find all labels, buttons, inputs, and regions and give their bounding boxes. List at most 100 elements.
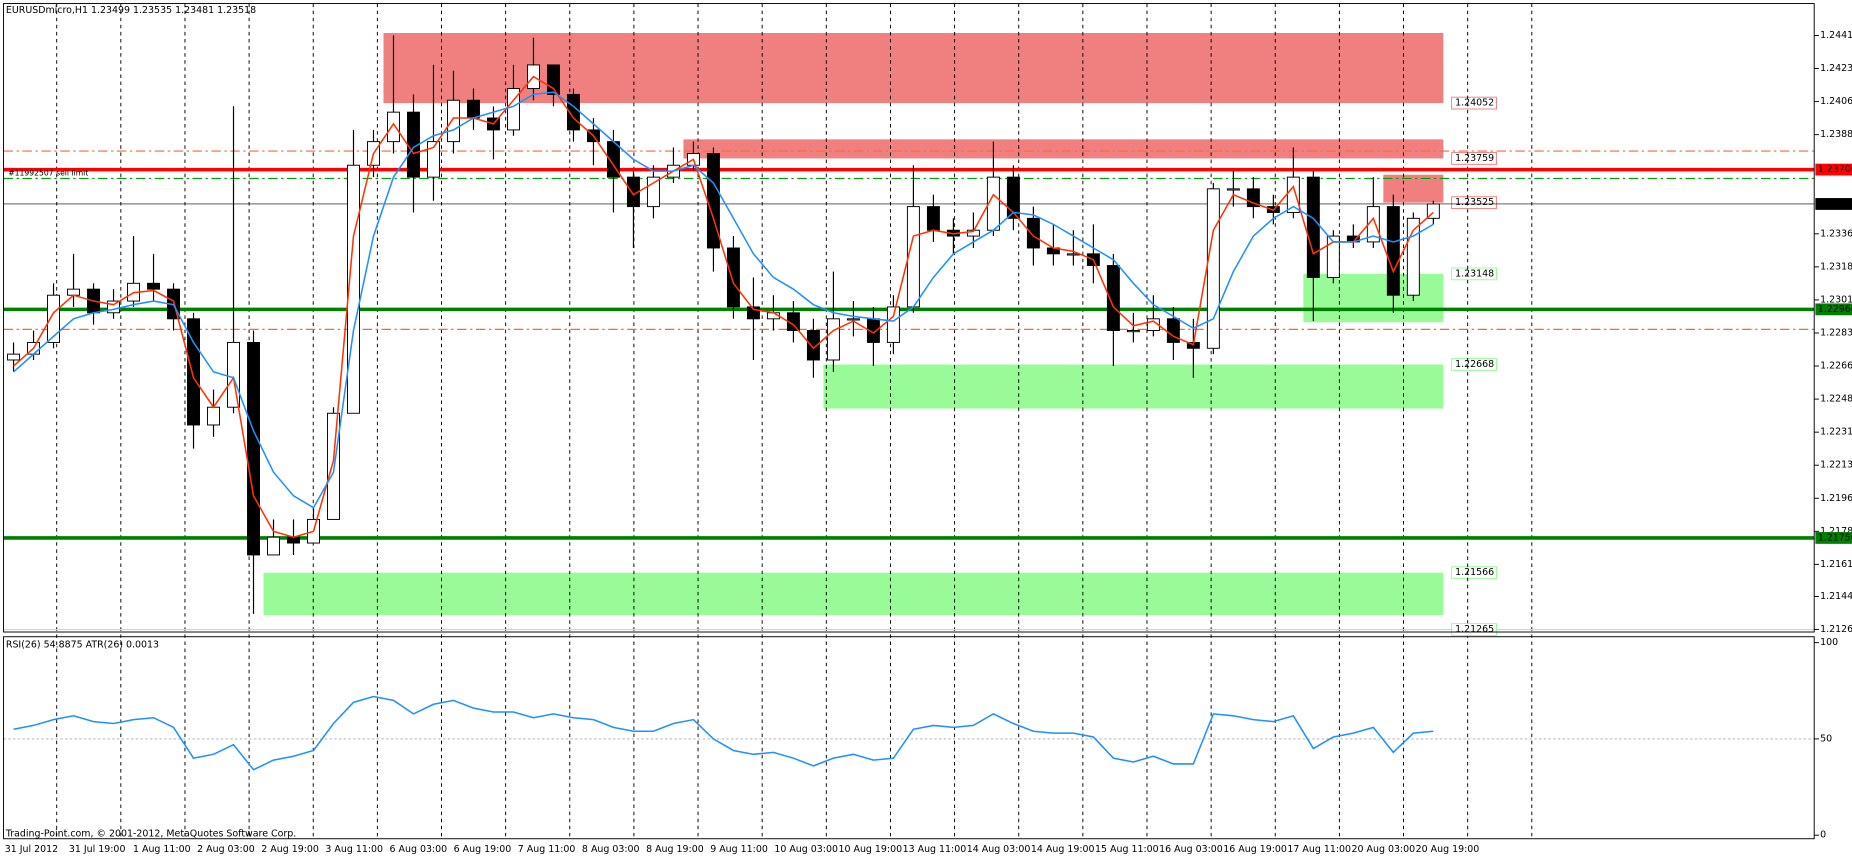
candle-body [1226,188,1240,191]
level-axis-label: 1.22960 [1818,304,1852,315]
zone [683,139,1444,159]
series-line [13,695,1434,771]
main-frame [3,3,1815,633]
candle-body [646,176,660,208]
x-tick-label: 10 Aug 19:00 [838,844,902,855]
zone-label-box [1451,566,1497,580]
candle-body [746,306,760,320]
x-tick-label: 8 Aug 19:00 [646,844,704,855]
candle-body [506,88,520,131]
x-tick-label: 20 Aug 19:00 [1416,844,1480,855]
candle-body [1386,206,1400,296]
x-tick-label: 7 Aug 11:00 [518,844,576,855]
zone-label-box [1451,267,1497,281]
time-grid [56,3,1533,839]
order-label: #11992507 sell limit [8,169,88,178]
y-tick-label: 1.24235 [1820,63,1852,74]
candle-body [806,330,820,361]
x-tick-label: 10 Aug 03:00 [774,844,838,855]
zones: 1.24052 1.23759 1.23525 1.23148 1.22668 1.215… [263,33,1497,616]
zone-label: 1.23759 [1455,153,1494,164]
candle-body [227,341,240,408]
candle-body [187,318,200,426]
y-tick-label: 1.21265 [1820,624,1852,635]
x-tick-label: 31 Jul 19:00 [69,844,126,855]
y-tick-label: 1.22135 [1820,460,1852,471]
candle-body [886,306,900,343]
y-tick-label: 100 [1820,637,1838,648]
candle-body [327,412,340,520]
x-tick-label: 2 Aug 03:00 [197,844,255,855]
x-tick-label: 31 Jul 2012 [5,844,58,855]
zone-label: 1.22668 [1455,359,1494,370]
candle-body [47,294,61,343]
candle-body [447,99,460,143]
candle-body [1426,203,1440,219]
x-tick-label: 16 Aug 19:00 [1223,844,1287,855]
level-label-box [1451,623,1497,636]
y-tick-label: 1.21960 [1820,493,1852,504]
level-axis-box [1815,532,1852,544]
candle-body [1026,217,1040,249]
x-tick-label: 15 Aug 11:00 [1095,844,1159,855]
candle-body [1126,330,1140,333]
y-tick-label: 1.21610 [1820,559,1852,570]
copyright: Trading-Point.com, © 2001-2012, MetaQuot… [5,829,296,840]
zone [1303,273,1444,323]
x-tick-label: 2 Aug 19:00 [261,844,319,855]
candle-body [1406,217,1420,296]
zone-label-box [1451,96,1497,110]
candle-body [1066,253,1080,256]
candle-body [207,406,220,426]
y-tick-label: 1.23885 [1820,129,1852,140]
level-axis-label: 1.23518 [1818,198,1852,209]
chart-title: EURUSDmicro,H1 1.23499 1.23535 1.23481 1… [6,5,256,16]
x-tick-label: 8 Aug 03:00 [582,844,640,855]
zone [383,33,1444,104]
candle-body [1146,318,1160,331]
y-tick-label: 1.22835 [1820,327,1852,338]
x-tick-label: 13 Aug 11:00 [903,844,967,855]
candle-body [467,99,480,119]
x-tick-label: 14 Aug 03:00 [967,844,1031,855]
zone [823,364,1444,409]
y-tick-label: 1.22660 [1820,361,1852,372]
candle-body [726,247,740,308]
candle-body [826,318,840,361]
series-line [13,91,1434,509]
candle-body [347,164,360,414]
axes: EURUSDmicro,H1 1.23499 1.23535 1.23481 1… [3,3,1852,855]
candle-body [1306,176,1320,278]
y-tick-label: 50 [1820,733,1832,744]
zone-label: 1.24052 [1455,98,1494,109]
candle-body [926,206,940,231]
candle-body [1166,318,1180,343]
level-axis-box [1815,303,1852,316]
candle-body [546,64,560,95]
candle-body [1206,188,1220,349]
candle-body [107,300,120,314]
x-tick-label: 1 Aug 11:00 [133,844,191,855]
candle-body [287,536,300,544]
y-tick-label: 0 [1820,830,1826,841]
x-tick-label: 17 Aug 11:00 [1287,844,1351,855]
zone [263,572,1444,616]
y-tick-label: 1.24410 [1820,30,1852,41]
candle-body [906,206,920,308]
y-tick-label: 1.24060 [1820,96,1852,107]
zone-label-box [1451,358,1497,371]
candle-body [427,141,440,178]
candle-body [387,111,400,143]
rsi-title: RSI(26) 54.8875 ATR(26) 0.0013 [6,639,159,650]
candle-body [267,536,280,556]
zone-label: 1.21566 [1455,567,1494,578]
zone-label-box [1451,196,1497,210]
level-axis-label: 1.23700 [1818,164,1852,175]
candle-body [846,318,860,321]
candle-body [1006,176,1020,219]
candle-body [147,282,160,290]
zone-label: 1.23148 [1455,268,1494,279]
